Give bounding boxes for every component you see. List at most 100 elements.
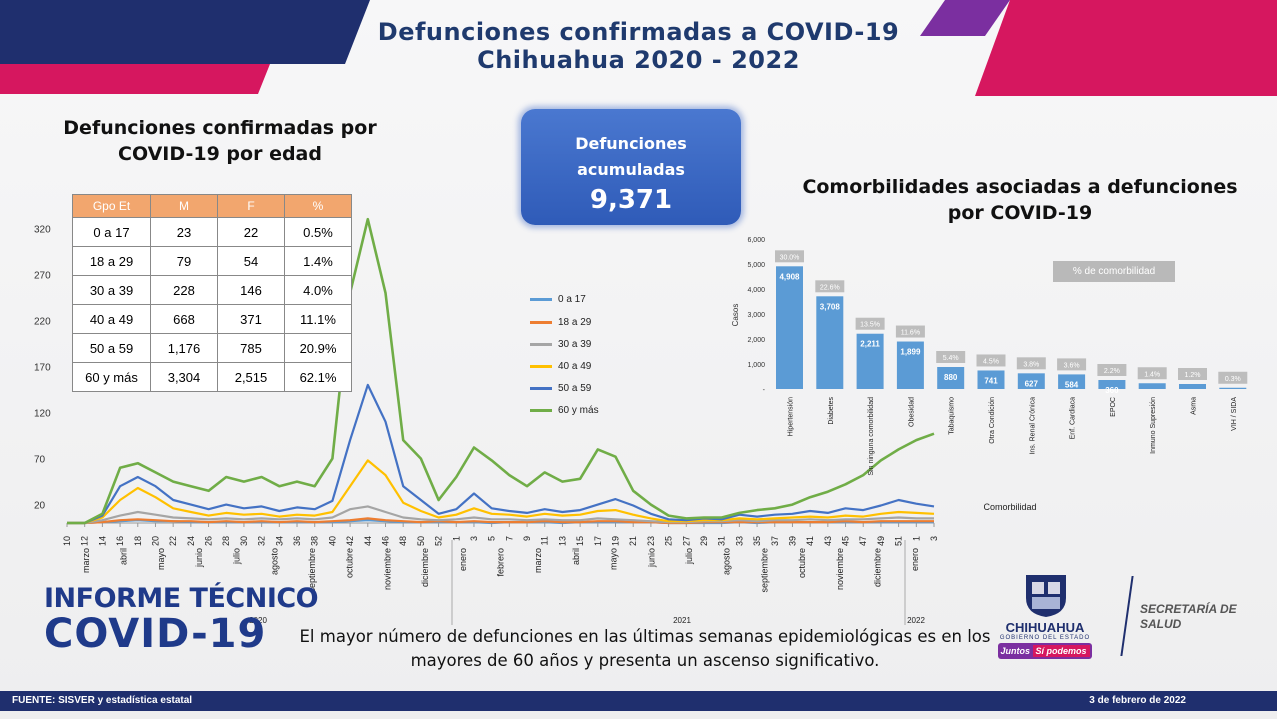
bar-value-label: 584 — [1065, 380, 1079, 389]
percent-label: 3.6% — [1064, 362, 1080, 369]
x-tick-label: 42 — [345, 536, 355, 546]
accumulated-label-line2: acumuladas — [577, 160, 685, 179]
x-tick-label: 33 — [734, 536, 744, 546]
age-panel-title-line1: Defunciones confirmadas por — [63, 117, 377, 139]
x-tick-label: 3 — [929, 536, 939, 541]
month-label: mayo — [156, 548, 166, 570]
legend-label: 40 a 49 — [558, 361, 592, 372]
x-tick-label: 24 — [186, 536, 196, 546]
logo-name: CHIHUAHUA — [1005, 620, 1085, 635]
percent-label: 11.6% — [901, 330, 920, 337]
bar-category-label: EPOC — [1110, 397, 1117, 417]
month-label: febrero — [496, 548, 506, 577]
percent-label: 30.0% — [780, 254, 800, 261]
comorbidity-bar — [896, 341, 924, 389]
x-tick-label: 36 — [292, 536, 302, 546]
legend-label: 50 a 59 — [558, 383, 592, 394]
table-row: 40 a 49 668 371 11.1% — [72, 304, 352, 334]
secretaria-line1: SECRETARÍA DE — [1140, 602, 1237, 616]
col-header-group: Gpo Et — [72, 194, 151, 218]
x-tick-label: 3 — [469, 536, 479, 541]
logo-sub: GOBIERNO DEL ESTADO — [999, 635, 1091, 641]
x-tick-label: 18 — [133, 536, 143, 546]
comorbidity-bar — [1179, 384, 1206, 389]
bar-y-tick-label: - — [763, 387, 766, 394]
bar-category-label: Hipertensión — [788, 397, 795, 436]
bar-value-label: 360 — [1105, 386, 1119, 395]
comorbidity-bar — [776, 266, 803, 389]
percent-badge — [1057, 358, 1087, 371]
x-tick-label: 41 — [805, 536, 815, 546]
x-tick-label: 44 — [363, 536, 373, 546]
accumulated-label-line1: Defunciones — [575, 134, 687, 153]
government-logos: CHIHUAHUA GOBIERNO DEL ESTADO Juntos Sí … — [995, 570, 1265, 660]
legend-swatch — [530, 320, 552, 324]
bar-value-label: 1,899 — [900, 348, 921, 357]
x-tick-label: 15 — [575, 536, 585, 546]
x-tick-label: 13 — [557, 536, 567, 546]
cell-f: 22 — [217, 217, 285, 247]
comorbidity-bar — [1017, 373, 1045, 389]
bar-value-label: 4,908 — [779, 272, 800, 281]
month-label: enero — [458, 548, 468, 571]
col-header-m: M — [150, 194, 218, 218]
percent-label: 22.6% — [820, 284, 840, 291]
legend-swatch — [530, 408, 552, 412]
y-tick-label: 20 — [34, 501, 46, 512]
cell-f: 54 — [217, 246, 285, 276]
comorbidity-bar — [937, 367, 965, 389]
legend-item: 18 a 29 — [530, 317, 591, 328]
percent-badge — [815, 280, 845, 293]
month-label: abril — [119, 548, 129, 565]
comorb-title-line2: por COVID-19 — [947, 202, 1093, 224]
bar-category-label: Ins. Renal Crónica — [1029, 397, 1036, 455]
month-label: marzo — [533, 548, 543, 573]
percent-label: 0.3% — [1225, 376, 1241, 383]
page-title-line2: Chihuahua 2020 - 2022 — [477, 46, 800, 74]
month-label: septiembre — [759, 548, 769, 593]
footer-bar: FUENTE: SISVER y estadística estatal 3 d… — [0, 691, 1277, 711]
x-tick-label: 28 — [221, 536, 231, 546]
informe-line2: COVID-19 — [44, 611, 267, 657]
x-tick-label: 40 — [327, 536, 337, 546]
comorbidity-bar — [1219, 387, 1247, 389]
percent-label: 3.8% — [1023, 361, 1039, 368]
secretaria-line2: SALUD — [1140, 617, 1182, 631]
x-tick-label: 29 — [699, 536, 709, 546]
y-tick-label: 270 — [34, 270, 51, 281]
bar-y-tick-label: 5,000 — [747, 262, 765, 269]
table-row: 60 y más 3,304 2,515 62.1% — [72, 362, 352, 392]
x-tick-label: 23 — [646, 536, 656, 546]
percent-badge — [1137, 367, 1167, 380]
x-tick-label: 47 — [858, 536, 868, 546]
month-label: agosto — [269, 548, 279, 575]
x-tick-label: 27 — [681, 536, 691, 546]
month-label: junio — [646, 548, 656, 568]
x-tick-label: 7 — [504, 536, 514, 541]
x-tick-label: 51 — [894, 536, 904, 546]
x-tick-label: 12 — [80, 536, 90, 546]
bar-value-label: 627 — [1025, 379, 1039, 388]
series-line — [67, 459, 935, 525]
x-tick-label: 19 — [611, 536, 621, 546]
x-tick-label: 5 — [487, 536, 497, 541]
x-tick-label: 48 — [398, 536, 408, 546]
x-tick-label: 17 — [593, 536, 603, 546]
footer-source: FUENTE: SISVER y estadística estatal — [12, 695, 193, 706]
bar-category-label: Enf. Cardiaca — [1070, 397, 1077, 440]
month-label: agosto — [722, 548, 732, 575]
month-label: mayo — [609, 548, 619, 570]
month-label: diciembre — [872, 548, 882, 587]
page-title-line1: Defunciones confirmadas a COVID-19 — [377, 18, 900, 46]
month-label: enero — [910, 548, 920, 571]
bar-category-label: Otra Condición — [989, 397, 996, 444]
x-tick-label: 30 — [239, 536, 249, 546]
x-tick-label: 45 — [841, 536, 851, 546]
x-tick-label: 46 — [380, 536, 390, 546]
percent-badge — [1178, 368, 1207, 380]
legend-item: 30 a 39 — [530, 339, 591, 350]
bar-category-label: Diabetes — [828, 397, 835, 425]
bar-value-label: 3,708 — [820, 302, 841, 311]
